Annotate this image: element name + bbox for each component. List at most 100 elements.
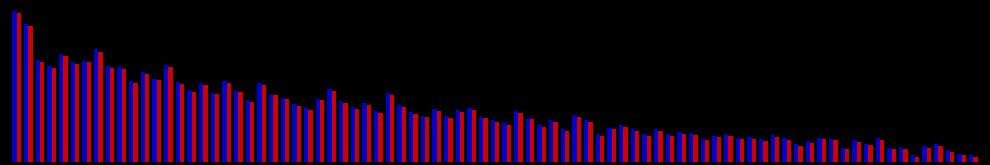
Bar xyxy=(834,140,838,162)
Bar xyxy=(596,134,600,162)
Bar xyxy=(355,109,359,162)
Bar xyxy=(164,65,168,162)
Bar xyxy=(961,155,966,162)
Bar xyxy=(880,140,884,162)
Bar xyxy=(269,94,273,162)
Bar xyxy=(285,99,289,162)
Bar xyxy=(180,84,184,162)
Bar xyxy=(215,94,220,162)
Bar xyxy=(316,99,320,162)
Bar xyxy=(106,66,110,162)
Bar xyxy=(385,93,390,162)
Bar xyxy=(903,149,908,162)
Bar xyxy=(887,148,892,162)
Bar xyxy=(712,136,717,162)
Bar xyxy=(911,155,915,162)
Bar xyxy=(747,137,751,162)
Bar xyxy=(927,148,932,162)
Bar xyxy=(366,105,371,162)
Bar xyxy=(607,128,612,162)
Bar xyxy=(75,64,79,162)
Bar xyxy=(280,98,285,162)
Bar xyxy=(261,85,266,162)
Bar xyxy=(892,149,896,162)
Bar xyxy=(682,134,686,162)
Bar xyxy=(775,137,779,162)
Bar xyxy=(320,100,325,162)
Bar xyxy=(479,117,483,162)
Bar xyxy=(584,120,588,162)
Bar xyxy=(560,129,565,162)
Bar xyxy=(491,120,495,162)
Bar xyxy=(923,146,927,162)
Bar xyxy=(12,11,17,162)
Bar xyxy=(36,60,40,162)
Bar xyxy=(29,26,33,162)
Bar xyxy=(467,108,471,162)
Bar xyxy=(852,140,856,162)
Bar xyxy=(397,105,402,162)
Bar xyxy=(175,82,180,162)
Bar xyxy=(829,139,834,162)
Bar xyxy=(82,61,86,162)
Bar xyxy=(63,56,67,162)
Bar xyxy=(40,62,45,162)
Bar xyxy=(654,129,658,162)
Bar xyxy=(98,52,103,162)
Bar xyxy=(643,134,646,162)
Bar xyxy=(257,83,261,162)
Bar xyxy=(94,50,98,162)
Bar xyxy=(239,92,243,162)
Bar xyxy=(168,67,172,162)
Bar xyxy=(455,110,460,162)
Bar xyxy=(495,122,499,162)
Bar xyxy=(192,92,196,162)
Bar xyxy=(292,104,297,162)
Bar xyxy=(736,138,740,162)
Bar xyxy=(542,127,546,162)
Bar xyxy=(246,100,249,162)
Bar xyxy=(222,81,227,162)
Bar xyxy=(86,62,91,162)
Bar xyxy=(553,122,557,162)
Bar xyxy=(110,68,115,162)
Bar xyxy=(308,110,313,162)
Bar xyxy=(794,144,798,162)
Bar xyxy=(249,102,254,162)
Bar xyxy=(600,136,605,162)
Bar xyxy=(48,66,51,162)
Bar xyxy=(471,110,476,162)
Bar xyxy=(483,118,488,162)
Bar xyxy=(798,146,803,162)
Bar xyxy=(227,83,231,162)
Bar xyxy=(141,72,145,162)
Bar xyxy=(413,114,418,162)
Bar xyxy=(612,129,616,162)
Bar xyxy=(538,126,542,162)
Bar xyxy=(507,125,511,162)
Bar xyxy=(211,93,215,162)
Bar xyxy=(934,144,939,162)
Bar xyxy=(856,142,861,162)
Bar xyxy=(437,111,442,162)
Bar xyxy=(841,148,845,162)
Bar xyxy=(548,120,553,162)
Bar xyxy=(717,137,721,162)
Bar xyxy=(17,13,21,162)
Bar xyxy=(152,79,156,162)
Bar xyxy=(565,131,569,162)
Bar xyxy=(444,116,448,162)
Bar xyxy=(658,131,662,162)
Bar xyxy=(818,138,822,162)
Bar xyxy=(973,157,978,162)
Bar xyxy=(328,89,332,162)
Bar xyxy=(187,90,192,162)
Bar xyxy=(58,54,63,162)
Bar xyxy=(24,24,29,162)
Bar xyxy=(915,157,920,162)
Bar xyxy=(402,107,406,162)
Bar xyxy=(297,106,301,162)
Bar xyxy=(572,115,576,162)
Bar xyxy=(304,108,308,162)
Bar xyxy=(689,133,693,162)
